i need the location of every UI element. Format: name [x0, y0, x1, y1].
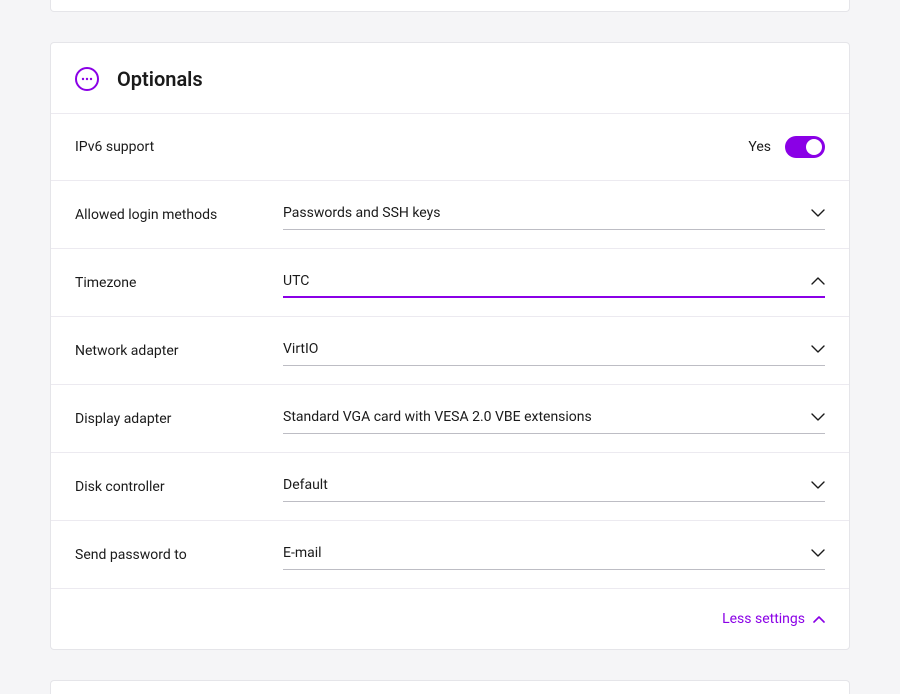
login-methods-value: Passwords and SSH keys [283, 205, 440, 221]
timezone-row: Timezone UTC [51, 249, 849, 317]
ipv6-toggle[interactable] [785, 136, 825, 158]
disk-controller-select[interactable]: Default [283, 471, 825, 502]
display-adapter-row: Display adapter Standard VGA card with V… [51, 385, 849, 453]
display-adapter-value: Standard VGA card with VESA 2.0 VBE exte… [283, 409, 592, 425]
chevron-up-icon [811, 277, 825, 285]
network-adapter-value: VirtIO [283, 341, 318, 357]
send-password-value: E-mail [283, 545, 322, 561]
disk-controller-value: Default [283, 477, 328, 493]
timezone-value: UTC [283, 273, 309, 289]
chevron-down-icon [811, 413, 825, 421]
less-settings-label: Less settings [722, 611, 805, 627]
card-header: Optionals [51, 43, 849, 114]
send-password-select[interactable]: E-mail [283, 539, 825, 570]
ipv6-row: IPv6 support Yes [51, 114, 849, 181]
next-card-head [50, 680, 850, 694]
chevron-down-icon [811, 549, 825, 557]
chevron-up-icon [813, 616, 825, 623]
network-adapter-row: Network adapter VirtIO [51, 317, 849, 385]
chevron-down-icon [811, 345, 825, 353]
ipv6-control: Yes [748, 136, 825, 158]
optionals-card: Optionals IPv6 support Yes Allowed login… [50, 42, 850, 650]
display-adapter-select[interactable]: Standard VGA card with VESA 2.0 VBE exte… [283, 403, 825, 434]
display-adapter-label: Display adapter [75, 411, 283, 427]
send-password-row: Send password to E-mail [51, 521, 849, 588]
timezone-label: Timezone [75, 275, 283, 291]
ipv6-label: IPv6 support [75, 139, 283, 155]
disk-controller-label: Disk controller [75, 479, 283, 495]
chevron-down-icon [811, 209, 825, 217]
previous-card-tail [50, 0, 850, 12]
network-adapter-select[interactable]: VirtIO [283, 335, 825, 366]
card-footer: Less settings [51, 588, 849, 649]
login-methods-label: Allowed login methods [75, 207, 283, 223]
login-methods-row: Allowed login methods Passwords and SSH … [51, 181, 849, 249]
ellipsis-icon [75, 67, 99, 91]
timezone-select[interactable]: UTC [283, 267, 825, 298]
send-password-label: Send password to [75, 547, 283, 563]
ipv6-value-text: Yes [748, 139, 771, 155]
card-title: Optionals [117, 67, 203, 91]
less-settings-button[interactable]: Less settings [722, 611, 825, 627]
login-methods-select[interactable]: Passwords and SSH keys [283, 199, 825, 230]
network-adapter-label: Network adapter [75, 343, 283, 359]
toggle-knob [806, 139, 822, 155]
disk-controller-row: Disk controller Default [51, 453, 849, 521]
chevron-down-icon [811, 481, 825, 489]
